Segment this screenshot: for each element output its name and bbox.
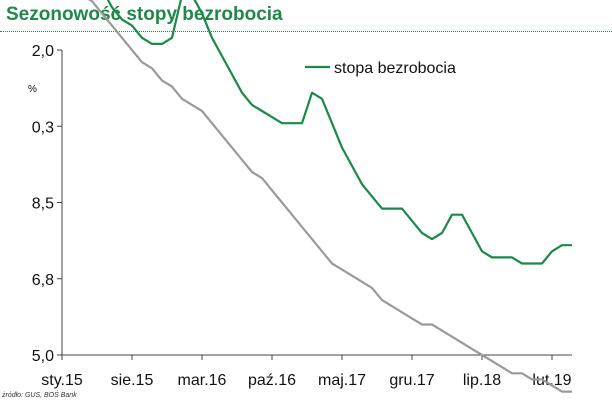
legend-label: stopa bezrobocia: [334, 60, 456, 77]
y-tick-label: 0,3: [32, 119, 54, 136]
x-tick-label: gru.17: [389, 372, 434, 389]
x-tick-labels: sty.15 sie.15 mar.16 paź.16 maj.17 gru.17 lip.…: [41, 372, 571, 389]
y-tick-label: 6,8: [32, 272, 54, 289]
chart-axes: [57, 49, 572, 360]
series-line-trend: [87, 0, 572, 393]
legend: stopa bezrobocia: [305, 60, 456, 77]
y-axis-unit-label: %: [28, 84, 37, 95]
x-tick-label: lut.19: [532, 372, 571, 389]
x-tick-label: mar.16: [178, 372, 227, 389]
title-underline: [0, 31, 612, 32]
x-tick-label: paź.16: [248, 372, 296, 389]
source-note: żródło: GUS, BOŚ Bank: [2, 392, 77, 399]
x-tick-label: lip.18: [463, 372, 501, 389]
x-tick-label: sie.15: [111, 372, 154, 389]
x-tick-label: maj.17: [318, 372, 366, 389]
series-lines: [87, 0, 572, 393]
x-tick-label: sty.15: [41, 372, 83, 389]
y-tick-label: 2,0: [32, 43, 54, 60]
y-tick-label: 8,5: [32, 196, 54, 213]
y-tick-label: 5,0: [32, 348, 54, 365]
chart-title: Sezonowość stopy bezrobocia: [6, 4, 283, 25]
series-line-stopa-bezrobocia: [106, 0, 572, 265]
y-tick-labels: 2,0 0,3 8,5 6,8 5,0: [32, 43, 54, 365]
